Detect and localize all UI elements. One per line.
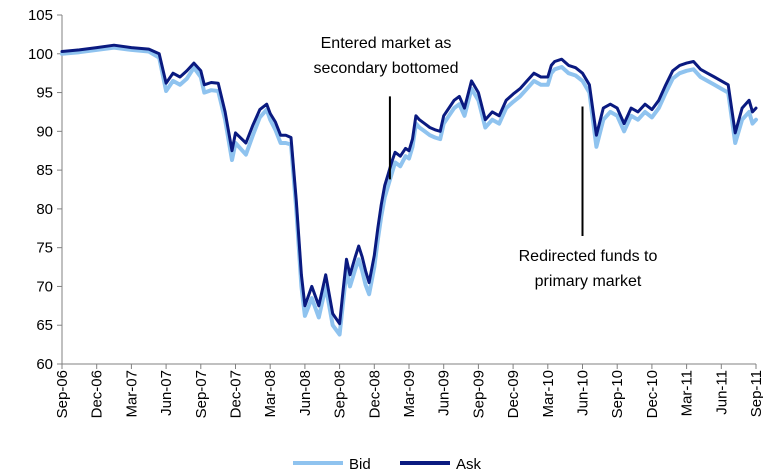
x-tick-label: Sep-07 [193,370,210,418]
x-tick-label: Sep-11 [748,370,763,417]
annotation-text: Redirected funds to [519,248,658,265]
y-tick-label: 100 [28,46,53,63]
series-line-ask [60,43,758,326]
x-tick-label: Sep-08 [332,370,349,418]
y-tick-label: 105 [28,7,53,24]
axes: 60 65 70 75 80 85 90 95 100 105 Sep-06 Dec-06 Mar-07… [28,7,763,418]
legend-label-ask: Ask [456,456,482,473]
annotations: Entered market as secondary bottomed Redir… [314,35,658,290]
x-tick-label: Dec-09 [505,370,522,418]
legend-label-bid: Bid [349,456,371,473]
annotation-text: primary market [535,273,642,290]
y-tick-label: 60 [36,356,53,373]
x-tick-label: Jun-07 [158,370,175,416]
y-tick-label: 65 [36,317,53,334]
x-tick-label: Dec-07 [228,370,245,418]
x-tick-label: Jun-08 [297,370,314,416]
x-tick-label: Dec-08 [366,370,383,418]
y-tick-label: 90 [36,123,53,140]
y-tick-label: 95 [36,85,53,102]
x-tick-label: Mar-07 [123,370,140,418]
x-tick-label: Sep-10 [609,370,626,418]
y-tick-label: 85 [36,162,53,179]
series-layer [60,43,758,337]
y-tick-label: 70 [36,278,53,295]
x-tick-label: Mar-10 [540,370,557,418]
annotation-text: secondary bottomed [314,60,459,77]
y-tick-label: 75 [36,240,53,257]
x-tick-label: Dec-06 [89,370,106,418]
x-tick-label: Dec-10 [644,370,661,418]
x-tick-label: Mar-09 [401,370,418,418]
annotation-text: Entered market as [321,35,452,52]
legend: Bid Ask [293,456,482,473]
y-tick-label: 80 [36,201,53,218]
series-line-bid [60,45,758,337]
x-tick-label: Jun-11 [713,370,730,415]
x-tick-label: Sep-09 [470,370,487,418]
x-tick-label: Mar-08 [262,370,279,418]
x-tick-label: Jun-09 [436,370,453,416]
x-tick-label: Jun-10 [575,370,592,416]
x-tick-label: Mar-11 [679,370,696,416]
x-tick-label: Sep-06 [54,370,71,418]
